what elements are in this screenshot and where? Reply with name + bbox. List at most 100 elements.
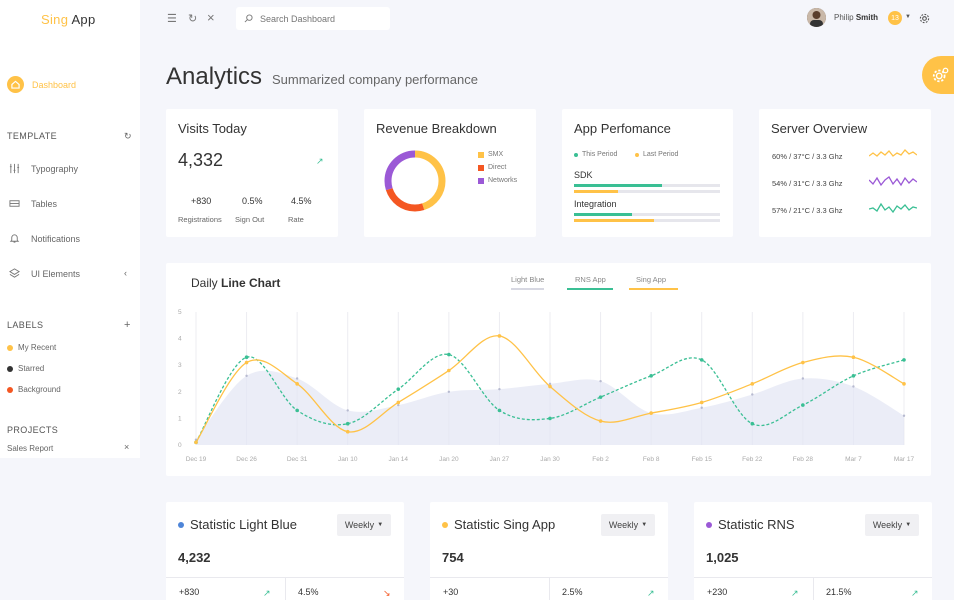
x-tick-label: Feb 2 xyxy=(592,456,609,463)
refresh-icon[interactable]: ↻ xyxy=(124,131,132,141)
integration-this-bar xyxy=(574,213,720,216)
line-chart-plot: Dec 19 Dec 26 Dec 31 Jan 10 Jan 14 Jan 20 Jan … xyxy=(178,309,914,463)
stat-value: 4.5% xyxy=(291,196,312,206)
x-tick-label: Jan 10 xyxy=(338,456,358,463)
close-icon[interactable]: × xyxy=(124,442,130,452)
x-tick-label: Jan 14 xyxy=(389,456,409,463)
menu-icon[interactable]: ☰ xyxy=(167,13,177,25)
data-point-rns-app xyxy=(649,374,653,378)
project-item-sales-report[interactable]: Sales Report xyxy=(7,444,53,453)
server-row-label: 57% / 21°C / 3.3 Ghz xyxy=(772,206,843,215)
sidebar-item-label: Tables xyxy=(31,198,58,209)
app-logo[interactable]: Sing App xyxy=(41,12,95,27)
stat-card-sing-app: Statistic Sing App Weekly ▼ 754 +30 ↗ 2.5… xyxy=(430,502,668,600)
refresh-icon[interactable]: ↻ xyxy=(188,13,198,25)
data-point-sing-app xyxy=(649,411,653,415)
x-tick-label: Dec 19 xyxy=(186,456,207,463)
search-input[interactable] xyxy=(260,13,380,24)
template-header: TEMPLATE xyxy=(7,131,58,141)
data-point-light-blue xyxy=(498,387,501,391)
sidebar-item-ui-elements[interactable]: UI Elements xyxy=(9,268,80,279)
chevron-down-icon[interactable]: ▼ xyxy=(905,14,911,20)
typography-icon xyxy=(9,163,20,174)
data-point-light-blue xyxy=(902,414,906,417)
x-tick-label: Mar 7 xyxy=(845,456,862,463)
gear-icon[interactable] xyxy=(919,11,930,29)
sdk-this-bar xyxy=(574,184,720,187)
trend-up-icon: ↗ xyxy=(791,588,799,598)
sidebar-item-dashboard[interactable]: Dashboard xyxy=(7,76,76,93)
data-point-sing-app xyxy=(598,419,603,423)
data-point-sing-app xyxy=(345,429,350,434)
label-text: Background xyxy=(18,385,61,394)
user-name[interactable]: Philip Smith xyxy=(834,13,878,22)
stat-title: Statistic Light Blue xyxy=(178,517,297,532)
labels-header: LABELS xyxy=(7,320,44,330)
server-overview-card: Server Overview 60% / 37°C / 3.3 Ghz 54%… xyxy=(759,109,931,237)
data-point-rns-app xyxy=(447,352,451,357)
search-box[interactable] xyxy=(236,7,390,30)
data-point-sing-app xyxy=(902,382,906,386)
data-point-rns-app xyxy=(497,408,502,413)
data-point-sing-app xyxy=(447,368,451,373)
weekly-dropdown[interactable]: Weekly ▼ xyxy=(601,514,655,536)
data-point-light-blue xyxy=(295,377,299,380)
data-point-rns-app xyxy=(598,395,603,399)
search-icon xyxy=(244,14,253,23)
label-item-background[interactable]: Background xyxy=(7,385,61,394)
projects-header: PROJECTS xyxy=(7,425,59,435)
stat-rate: 21.5% xyxy=(826,587,852,597)
settings-fab[interactable] xyxy=(922,56,954,94)
stat-rate: 4.5% xyxy=(298,587,319,597)
legend-item: Networks xyxy=(478,177,517,184)
x-tick-label: Dec 31 xyxy=(287,456,308,463)
avatar[interactable] xyxy=(807,8,826,27)
tab-rns-app[interactable]: RNS App xyxy=(567,275,613,290)
data-point-sing-app xyxy=(194,440,198,445)
page-title: Analytics xyxy=(166,63,263,90)
label-text: My Recent xyxy=(18,343,57,352)
tab-sing-app[interactable]: Sing App xyxy=(629,275,679,290)
tables-icon xyxy=(9,200,20,207)
chevron-left-icon[interactable]: ‹ xyxy=(124,268,127,278)
label-item-starred[interactable]: Starred xyxy=(7,364,44,373)
stat-title: Statistic RNS xyxy=(706,517,795,532)
user-first-name: Philip xyxy=(834,13,854,22)
stat-value: 754 xyxy=(442,550,464,565)
bell-icon xyxy=(9,234,20,243)
weekly-dropdown[interactable]: Weekly ▼ xyxy=(337,514,391,536)
data-point-rns-app xyxy=(244,355,249,360)
data-point-rns-app xyxy=(801,403,805,407)
legend-item: Direct xyxy=(478,164,506,171)
add-label-icon[interactable]: + xyxy=(124,319,131,331)
sidebar-item-tables[interactable]: Tables xyxy=(9,198,57,209)
data-point-light-blue xyxy=(397,403,400,407)
legend-item: Last Period xyxy=(635,151,678,158)
y-tick-label: 3 xyxy=(178,362,182,369)
data-point-light-blue xyxy=(548,382,552,386)
data-point-sing-app xyxy=(396,400,401,405)
label-item-my-recent[interactable]: My Recent xyxy=(7,343,56,352)
project-label: Sales Report xyxy=(7,444,54,453)
notification-badge[interactable]: 13 xyxy=(888,11,902,25)
data-point-sing-app xyxy=(699,400,704,405)
sidebar-item-typography[interactable]: Typography xyxy=(9,163,78,174)
data-point-light-blue xyxy=(751,393,754,396)
label-dot xyxy=(7,344,13,351)
data-point-rns-app xyxy=(295,408,299,413)
trend-up-icon: ↗ xyxy=(647,588,655,598)
y-tick-label: 2 xyxy=(178,389,182,396)
stat-value: 4,232 xyxy=(178,550,211,565)
stat-value: 0.5% xyxy=(242,196,263,206)
data-point-sing-app xyxy=(801,360,805,365)
sidebar-item-notifications[interactable]: Notifications xyxy=(9,233,80,244)
stat-label: Sign Out xyxy=(235,215,265,224)
x-tick-label: Jan 27 xyxy=(490,456,510,463)
close-icon[interactable]: × xyxy=(207,10,215,25)
weekly-dropdown[interactable]: Weekly ▼ xyxy=(865,514,919,536)
data-point-light-blue xyxy=(599,379,602,383)
tab-light-blue[interactable]: Light Blue xyxy=(511,275,545,290)
home-icon xyxy=(7,76,24,93)
data-point-light-blue xyxy=(852,385,855,388)
server-sparkline xyxy=(869,202,917,214)
